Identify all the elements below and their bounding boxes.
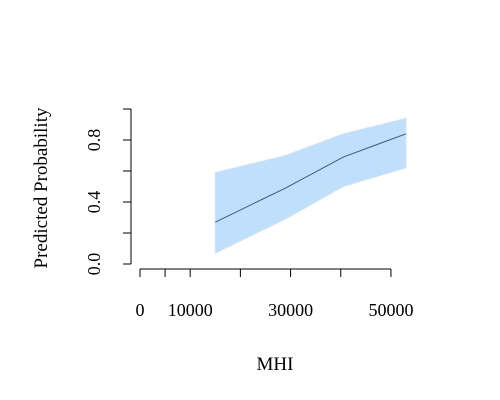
y-axis: 0.0 0.4 0.8 <box>84 108 132 276</box>
series-line <box>215 133 407 223</box>
confidence-band-layer <box>214 117 407 254</box>
confidence-band <box>214 117 407 254</box>
y-axis-title: Predicted Probability <box>31 107 52 268</box>
y-tick-label: 0.8 <box>84 129 104 152</box>
x-tick-label: 50000 <box>368 300 413 320</box>
x-axis: 0 10000 30000 50000 <box>136 268 413 320</box>
x-axis-title: MHI <box>257 354 294 375</box>
series-line-layer <box>215 133 407 223</box>
x-tick-label: 0 <box>136 300 145 320</box>
x-tick-label: 30000 <box>268 300 313 320</box>
y-tick-label: 0.0 <box>84 253 104 276</box>
x-tick-label: 10000 <box>168 300 213 320</box>
y-tick-label: 0.4 <box>84 191 104 214</box>
